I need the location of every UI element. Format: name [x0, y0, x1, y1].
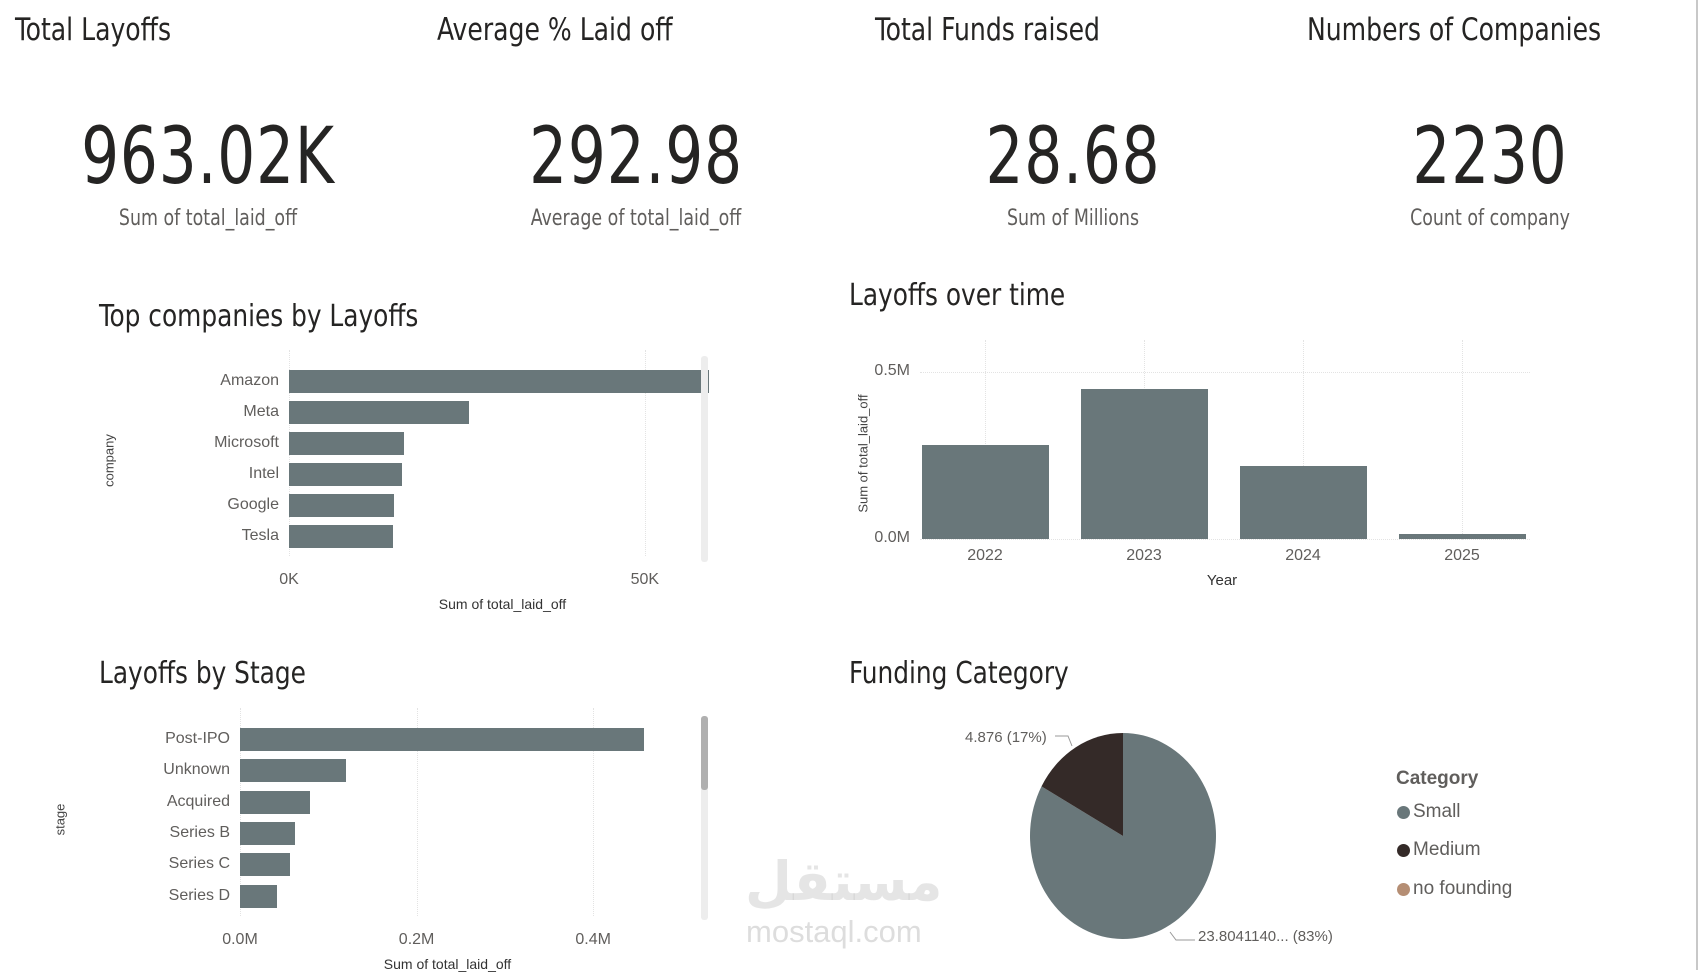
gridline [416, 708, 418, 916]
category-label: Series D [168, 886, 230, 904]
bar-amazon[interactable] [289, 370, 709, 393]
pie-label-small: 23.8041140... (83%) [1198, 928, 1333, 945]
x-axis-title: Year [1206, 572, 1238, 589]
kpi-title-total-layoffs: Total Layoffs [15, 12, 172, 48]
legend-title: Category [1396, 768, 1479, 789]
bar-series-c[interactable] [240, 853, 291, 877]
category-label: Acquired [166, 792, 230, 810]
bar-tesla[interactable] [289, 525, 393, 548]
legend-item-small[interactable]: Small [1397, 801, 1461, 823]
gridline [593, 708, 595, 916]
bar-google[interactable] [289, 494, 395, 517]
y-axis-title: Sum of total_laid_off [855, 394, 871, 513]
kpi-subtitle-companies: Count of company [1410, 206, 1570, 231]
gridline [1462, 340, 1463, 540]
gridline [985, 340, 986, 540]
kpi-value-average-laid-off: 292.98 [529, 112, 743, 202]
x-tick-label: 2022 [967, 547, 1003, 564]
kpi-title-total-funds: Total Funds raised [875, 12, 1100, 48]
watermark-arabic: مستقل [745, 850, 943, 913]
years-chart-title: Layoffs over time [849, 278, 1066, 313]
category-label: Series C [168, 855, 230, 873]
legend-dot-medium [1397, 843, 1410, 857]
legend-dot-small [1397, 805, 1410, 819]
bar-series-d[interactable] [240, 884, 278, 908]
page-right-border [1696, 0, 1698, 970]
x-tick-label: 2024 [1285, 547, 1321, 564]
bar-2025[interactable] [1399, 533, 1526, 539]
bar-post-ipo[interactable] [240, 728, 645, 751]
category-label: Series B [169, 823, 230, 841]
stages-scrollbar-thumb[interactable] [701, 716, 708, 790]
x-axis-title: Sum of total_laid_off [438, 596, 567, 612]
bar-2024[interactable] [1240, 466, 1367, 539]
kpi-subtitle-total-funds: Sum of Millions [1006, 206, 1140, 231]
bar-acquired[interactable] [240, 790, 310, 814]
companies-chart-scrollbar[interactable] [701, 356, 708, 562]
bar-unknown[interactable] [240, 759, 346, 783]
x-tick-label: 0.0M [222, 930, 258, 948]
y-axis-title: company [101, 434, 117, 487]
kpi-title-average-laid-off: Average % Laid off [437, 12, 673, 48]
funding-chart-title: Funding Category [849, 656, 1069, 691]
gridline [920, 372, 1530, 373]
kpi-value-companies: 2230 [1412, 112, 1568, 202]
category-label: Tesla [241, 527, 279, 544]
x-tick-label: 0.2M [398, 930, 435, 948]
category-label: Amazon [220, 372, 279, 389]
category-label: Microsoft [214, 434, 279, 451]
bar-2022[interactable] [922, 445, 1049, 539]
bar-meta[interactable] [289, 401, 470, 424]
leader-line-medium [1055, 735, 1073, 747]
gridline [644, 350, 646, 556]
y-tick-label: 0.0M [874, 529, 910, 546]
kpi-subtitle-total-layoffs: Sum of total_laid_off [118, 206, 298, 231]
category-label: Intel [248, 465, 279, 482]
x-axis-title: Sum of total_laid_off [383, 955, 512, 972]
x-tick-label: 2023 [1126, 547, 1162, 564]
watermark-latin: mostaql.com [746, 914, 922, 949]
leader-line-small [1169, 931, 1195, 941]
category-label: Google [227, 496, 279, 513]
stages-chart-title: Layoffs by Stage [99, 656, 306, 691]
kpi-subtitle-average-laid-off: Average of total_laid_off [530, 206, 742, 231]
legend-item-no-founding[interactable]: no founding [1397, 878, 1512, 900]
x-tick-label: 0K [279, 571, 299, 588]
category-label: Post-IPO [165, 730, 230, 747]
category-label: Unknown [163, 761, 230, 779]
legend-item-medium[interactable]: Medium [1397, 839, 1481, 861]
companies-chart-title: Top companies by Layoffs [99, 299, 419, 334]
funding-pie-chart [1030, 733, 1216, 941]
gridline [920, 539, 1530, 540]
legend-label: Medium [1413, 839, 1481, 860]
y-axis-title: stage [52, 803, 68, 836]
legend-label: no founding [1413, 878, 1513, 899]
x-tick-label: 2025 [1444, 547, 1480, 564]
bar-series-b[interactable] [240, 821, 296, 845]
kpi-value-total-funds: 28.68 [985, 112, 1161, 202]
x-tick-label: 50K [630, 571, 660, 588]
bar-2023[interactable] [1081, 389, 1208, 539]
bar-intel[interactable] [289, 463, 403, 486]
x-tick-label: 0.4M [575, 930, 611, 948]
bar-microsoft[interactable] [289, 432, 404, 455]
kpi-title-companies: Numbers of Companies [1307, 12, 1602, 48]
kpi-value-total-layoffs: 963.02K [81, 112, 335, 202]
gridline [1303, 340, 1304, 540]
pie-slice-medium[interactable] [1041, 733, 1123, 836]
pie-label-medium: 4.876 (17%) [965, 729, 1047, 746]
legend-label: Small [1413, 801, 1461, 822]
stages-chart-scrollbar[interactable] [701, 716, 708, 920]
y-tick-label: 0.5M [874, 362, 910, 379]
legend-dot-no-founding [1397, 882, 1410, 896]
category-label: Meta [243, 403, 279, 420]
